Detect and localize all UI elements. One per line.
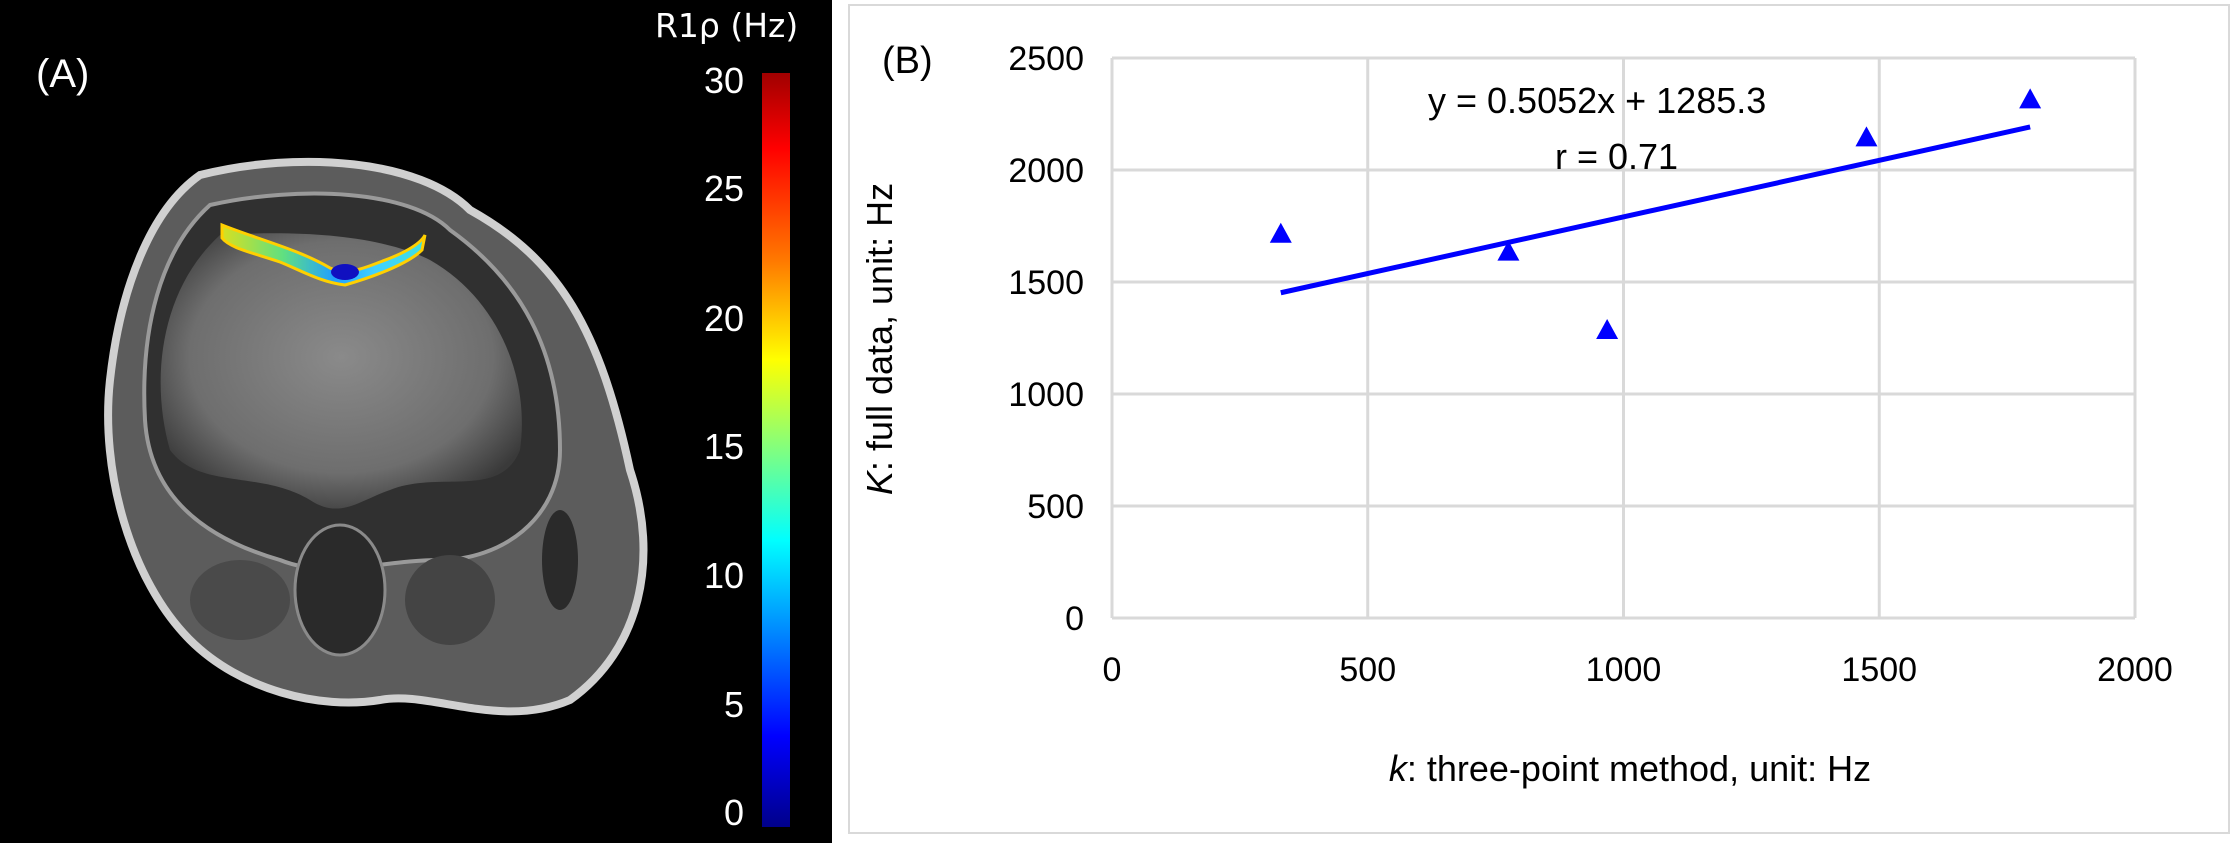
x-tick-label: 2000 bbox=[2097, 651, 2173, 689]
data-point bbox=[2019, 88, 2042, 109]
scatter-chart: 0 500 1000 1500 2000 0 500 1000 1500 2000 2500 bbox=[1008, 40, 2173, 689]
y-tick-label: 1000 bbox=[1008, 376, 1084, 414]
y-axis-label-var: K bbox=[859, 471, 900, 496]
panel-b: 0 500 1000 1500 2000 0 500 1000 1500 2000 2500 (B)… bbox=[848, 4, 2230, 834]
colorbar-tick: 25 bbox=[703, 168, 744, 209]
colorbar-tick: 0 bbox=[723, 792, 744, 833]
data-point bbox=[1855, 126, 1878, 147]
panel-a-label: (A) bbox=[36, 52, 90, 96]
data-point bbox=[1269, 222, 1292, 243]
trendline-equation: y = 0.5052x + 1285.3 bbox=[1428, 80, 1767, 121]
x-axis-label-rest: : three-point method, unit: Hz bbox=[1406, 748, 1872, 789]
colorbar-tick: 30 bbox=[703, 60, 744, 101]
x-tick-label: 0 bbox=[1103, 651, 1122, 689]
colorbar-title: R1ρ (Hz) bbox=[655, 6, 799, 45]
knee-mri-image bbox=[104, 157, 648, 716]
colorbar bbox=[762, 73, 790, 827]
colorbar-tick: 10 bbox=[703, 555, 744, 596]
y-tick-label: 2500 bbox=[1008, 40, 1084, 78]
y-tick-label: 2000 bbox=[1008, 152, 1084, 190]
colorbar-tick: 20 bbox=[703, 298, 744, 339]
y-tick-label: 1500 bbox=[1008, 264, 1084, 302]
colorbar-tick: 5 bbox=[723, 684, 744, 725]
panel-a: (A) R1ρ (Hz) 30 25 20 15 10 5 0 bbox=[0, 0, 832, 843]
panel-b-label: (B) bbox=[882, 40, 933, 82]
x-axis-label-var: k bbox=[1388, 748, 1407, 789]
x-tick-label: 500 bbox=[1339, 651, 1396, 689]
x-tick-label: 1000 bbox=[1586, 651, 1662, 689]
data-point bbox=[1596, 319, 1619, 340]
trendline bbox=[1280, 124, 2031, 296]
y-tick-label: 0 bbox=[1065, 600, 1084, 638]
y-tick-label: 500 bbox=[1027, 488, 1084, 526]
correlation-coefficient: r = 0.71 bbox=[1555, 136, 1679, 177]
y-axis-label: K: full data, unit: Hz bbox=[859, 59, 901, 619]
colorbar-tick: 15 bbox=[703, 426, 744, 467]
x-axis-label: k: three-point method, unit: Hz bbox=[1280, 748, 1980, 790]
data-point bbox=[1497, 240, 1520, 261]
y-axis-label-rest: : full data, unit: Hz bbox=[859, 182, 900, 472]
x-tick-label: 1500 bbox=[1841, 651, 1917, 689]
